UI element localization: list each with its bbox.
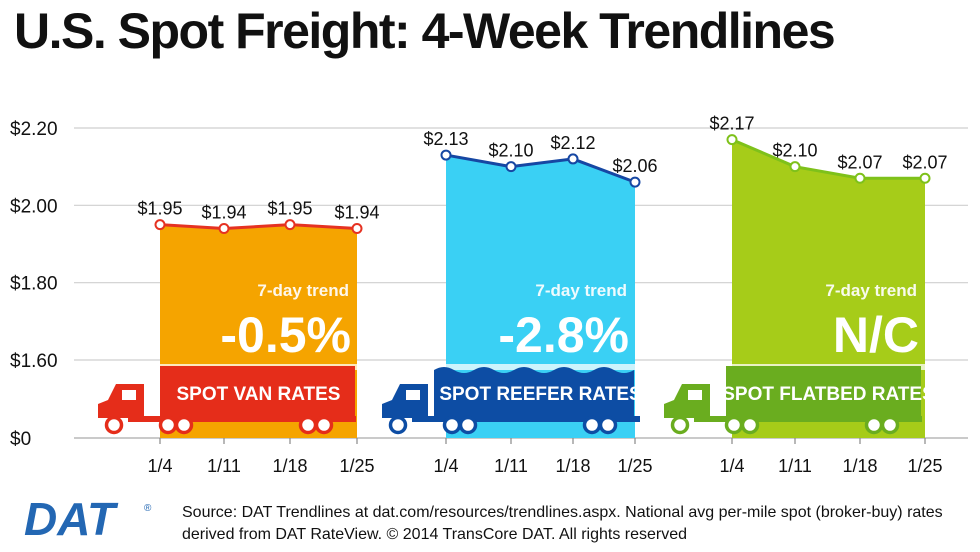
truck-wheel: [598, 415, 618, 435]
truck-icon: [98, 366, 356, 435]
y-tick-label: $1.60: [10, 351, 58, 372]
data-point: [351, 223, 363, 235]
y-tick-label: $2.20: [10, 119, 58, 140]
data-label: $1.95: [267, 199, 312, 219]
x-tick-label: 1/25: [907, 456, 942, 476]
truck-icon: [664, 366, 922, 435]
data-label: $1.94: [201, 203, 246, 223]
trend-value: N/C: [833, 307, 919, 363]
data-point: [154, 219, 166, 231]
truck-wheel: [388, 415, 408, 435]
truck-window: [122, 390, 136, 400]
panel-reefer: SPOT REEFER RATES 7-day trend -2.8% $2.13 1/…: [382, 129, 658, 476]
data-point: [854, 172, 866, 184]
data-label: $2.13: [423, 129, 468, 149]
data-label: $2.06: [612, 156, 657, 176]
series-name-label: SPOT FLATBED RATES: [722, 384, 935, 405]
x-tick-label: 1/11: [207, 456, 241, 476]
y-tick-label: $1.80: [10, 274, 58, 295]
data-label: $2.07: [902, 152, 947, 172]
data-point: [567, 153, 579, 165]
data-label: $2.07: [837, 152, 882, 172]
data-label: $2.12: [550, 133, 595, 153]
data-point: [789, 161, 801, 173]
truck-chassis: [412, 416, 640, 422]
data-label: $2.10: [488, 141, 533, 161]
data-point: [218, 223, 230, 235]
truck-icon: [382, 367, 640, 435]
truck-wheel: [104, 415, 124, 435]
x-tick-label: 1/18: [272, 456, 307, 476]
truck-wheel: [298, 415, 318, 435]
panel-van: SPOT VAN RATES 7-day trend -0.5% $1.95 1/4 $1…: [98, 199, 380, 476]
truck-cab: [382, 384, 428, 418]
data-point: [726, 134, 738, 146]
series-line: [731, 138, 925, 180]
trend-label: 7-day trend: [825, 281, 917, 300]
data-point: [505, 161, 517, 173]
x-tick-label: 1/25: [339, 456, 374, 476]
truck-window: [406, 390, 420, 400]
x-tick-label: 1/11: [494, 456, 528, 476]
trend-value: -0.5%: [220, 307, 351, 363]
truck-wheel: [158, 415, 178, 435]
x-tick-label: 1/4: [433, 456, 458, 476]
data-point: [440, 149, 452, 161]
data-point: [284, 219, 296, 231]
area-fill: [732, 139, 925, 438]
x-tick-label: 1/25: [617, 456, 652, 476]
data-label: $1.94: [334, 203, 379, 223]
series-line: [159, 223, 358, 231]
y-axis: $2.20 $2.00 $1.80 $1.60 $0: [10, 119, 58, 450]
truck-wheel: [458, 415, 478, 435]
truck-cab: [98, 384, 144, 418]
y-tick-label: $0: [10, 429, 31, 450]
truck-wheel: [880, 415, 900, 435]
registered-mark: ®: [144, 503, 152, 514]
x-tick-label: 1/18: [842, 456, 877, 476]
data-point: [919, 172, 931, 184]
chart-panels: SPOT VAN RATES 7-day trend -0.5% $1.95 1/4 $1…: [98, 114, 948, 476]
dat-logo: DAT ®: [24, 497, 152, 543]
series-line: [445, 153, 636, 184]
x-tick-label: 1/4: [147, 456, 172, 476]
truck-wheel: [740, 415, 760, 435]
axis-break: [446, 364, 635, 370]
truck-wheel: [174, 415, 194, 435]
truck-wheel: [670, 415, 690, 435]
y-tick-label: $2.00: [10, 196, 58, 217]
page-title: U.S. Spot Freight: 4-Week Trendlines: [14, 3, 836, 59]
truck-window: [688, 390, 702, 400]
x-tick-label: 1/11: [778, 456, 812, 476]
truck-chassis: [694, 416, 922, 422]
data-label: $1.95: [137, 199, 182, 219]
trend-label: 7-day trend: [535, 281, 627, 300]
panel-flatbed: SPOT FLATBED RATES 7-day trend N/C $2.17 1/4…: [664, 114, 948, 476]
trailer-box: [160, 366, 355, 416]
x-tick-label: 1/4: [719, 456, 744, 476]
dat-logo-text: DAT: [24, 497, 119, 543]
trend-label: 7-day trend: [257, 281, 349, 300]
source-note: Source: DAT Trendlines at dat.com/resour…: [182, 504, 943, 543]
trailer-box: [726, 366, 921, 416]
data-point: [629, 176, 641, 188]
truck-chassis: [128, 416, 356, 422]
series-name-label: SPOT REEFER RATES: [439, 384, 641, 405]
data-label: $2.10: [772, 141, 817, 161]
truck-wheel: [314, 415, 334, 435]
series-name-label: SPOT VAN RATES: [177, 384, 341, 405]
data-label: $2.17: [709, 114, 754, 134]
x-tick-label: 1/18: [555, 456, 590, 476]
truck-cab: [664, 384, 710, 418]
trendlines-chart: $2.20 $2.00 $1.80 $1.60 $0 SPOT VAN RATES 7-d…: [10, 114, 968, 476]
truck-wheel: [442, 415, 462, 435]
trend-value: -2.8%: [498, 307, 629, 363]
truck-wheel: [864, 415, 884, 435]
truck-wheel: [582, 415, 602, 435]
truck-wheel: [724, 415, 744, 435]
reefer-trailer: [434, 367, 634, 416]
